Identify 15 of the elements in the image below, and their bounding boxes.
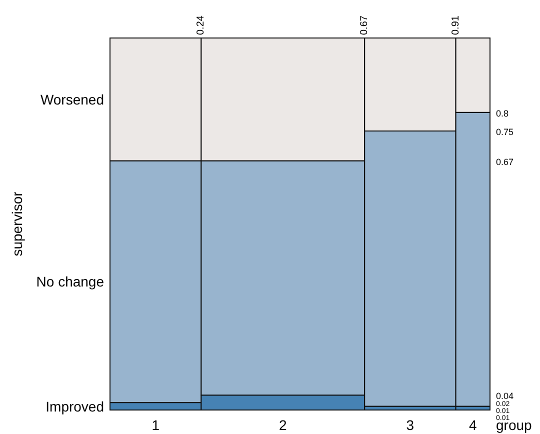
series-label: Improved [46, 398, 104, 414]
x2-tick-label: 0.91 [450, 15, 462, 35]
x-tick-label: 3 [406, 417, 414, 433]
y-axis-title: supervisor [9, 191, 25, 256]
x-tick-label: 4 [469, 417, 477, 433]
y-tick-label: 0.8 [496, 108, 509, 118]
y-tick-label: 0.67 [496, 156, 514, 167]
x-tick-label: 1 [152, 417, 160, 433]
y-tick-label: 0.75 [496, 127, 514, 137]
x2-tick-label: 0.24 [196, 15, 207, 35]
x2-tick-label: 0.67 [359, 15, 370, 35]
x-tick-label: 2 [279, 417, 287, 433]
series-label: Worsened [40, 91, 104, 108]
y-tick-label: 0.04 [496, 391, 514, 402]
series-label: No change [36, 274, 104, 290]
